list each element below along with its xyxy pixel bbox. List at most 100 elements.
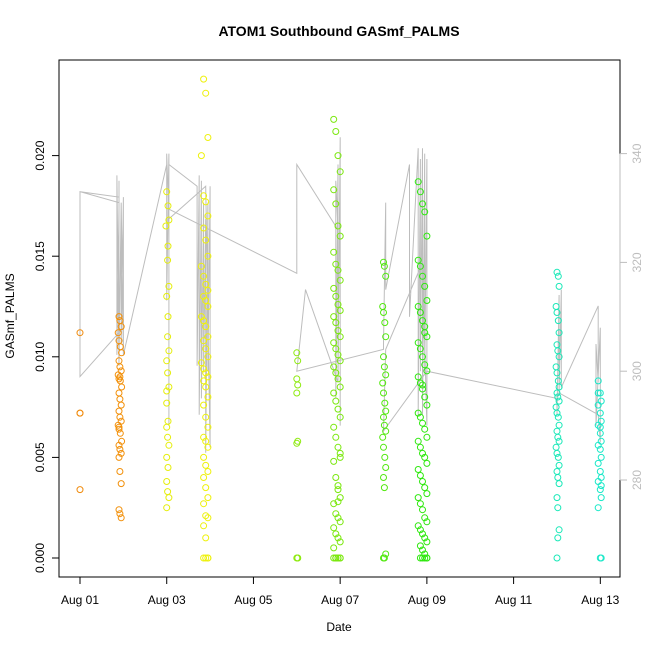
y-tick-label: 0.020	[33, 140, 47, 170]
data-point	[421, 393, 429, 401]
data-point	[594, 421, 602, 429]
data-point	[200, 453, 208, 461]
data-point	[380, 484, 388, 492]
data-point	[165, 383, 173, 391]
data-point	[554, 393, 562, 401]
data-point	[336, 357, 344, 365]
data-point	[164, 333, 172, 341]
data-point	[379, 379, 387, 387]
data-point	[202, 297, 210, 304]
data-point	[204, 353, 212, 361]
data-point	[204, 443, 212, 451]
data-point	[596, 389, 604, 397]
y-tick-label: 0.010	[33, 341, 47, 371]
data-point	[332, 292, 340, 300]
y2-tick-label: 280	[630, 470, 644, 490]
data-point	[202, 512, 210, 520]
data-point	[416, 262, 424, 270]
data-point	[382, 464, 390, 471]
data-point	[200, 474, 208, 481]
data-point	[76, 409, 84, 417]
data-point	[200, 272, 208, 280]
data-point	[597, 482, 605, 490]
data-point	[165, 494, 173, 502]
data-point	[164, 433, 172, 441]
data-point	[114, 329, 122, 337]
data-point	[197, 262, 205, 270]
data-point	[202, 383, 210, 391]
data-point	[204, 134, 212, 141]
data-point	[597, 554, 605, 562]
data-point	[117, 323, 125, 331]
data-point	[554, 317, 562, 325]
data-point	[416, 345, 424, 353]
data-point	[423, 433, 431, 441]
x-tick-label: Aug 05	[234, 593, 272, 607]
data-point	[596, 409, 604, 417]
data-point	[381, 453, 389, 461]
data-point	[294, 381, 302, 389]
data-point	[334, 327, 342, 335]
data-point	[336, 276, 344, 284]
data-point	[330, 389, 338, 397]
data-point	[423, 490, 431, 498]
data-point	[165, 441, 173, 449]
data-point	[332, 530, 340, 538]
data-point	[204, 423, 212, 431]
data-point	[202, 369, 210, 377]
data-point	[204, 373, 212, 381]
data-point	[421, 425, 429, 433]
data-point	[294, 357, 302, 365]
data-point	[163, 188, 171, 196]
data-point	[382, 427, 390, 435]
data-point	[553, 494, 561, 502]
data-point	[416, 542, 424, 550]
data-point	[554, 272, 562, 280]
data-point	[204, 554, 212, 562]
data-point	[594, 389, 602, 397]
data-point	[334, 301, 342, 308]
data-point	[419, 530, 426, 538]
data-point	[336, 518, 344, 526]
data-point	[330, 115, 338, 123]
data-point	[555, 480, 563, 488]
data-point	[200, 401, 208, 409]
data-point	[334, 486, 342, 494]
data-point	[332, 433, 340, 441]
data-point	[379, 433, 387, 441]
data-point	[416, 500, 424, 508]
data-point	[116, 445, 124, 453]
data-point	[202, 534, 210, 542]
data-point	[380, 262, 388, 270]
data-point	[330, 339, 338, 347]
data-point	[414, 437, 422, 445]
data-point	[202, 461, 210, 469]
x-tick-label: Aug 09	[408, 593, 446, 607]
data-point	[596, 423, 604, 431]
data-point	[382, 333, 390, 341]
data-point	[553, 389, 561, 397]
data-point	[419, 546, 426, 554]
data-point	[115, 441, 123, 449]
data-point	[382, 407, 390, 415]
data-point	[594, 459, 602, 467]
data-point	[204, 252, 212, 260]
data-point	[115, 506, 123, 514]
data-point	[334, 222, 342, 230]
data-point	[381, 399, 389, 407]
data-point	[200, 377, 208, 385]
data-point	[334, 405, 342, 413]
data-point	[416, 472, 424, 479]
data-point	[421, 453, 429, 461]
series-9	[594, 377, 605, 562]
data-point	[76, 329, 84, 337]
data-point	[421, 514, 429, 522]
data-point	[419, 385, 426, 393]
data-point	[382, 550, 390, 558]
data-point	[202, 198, 210, 206]
data-point	[202, 484, 210, 492]
data-point	[204, 514, 212, 522]
data-point	[117, 480, 125, 488]
data-point	[115, 313, 123, 321]
data-point	[421, 208, 429, 216]
